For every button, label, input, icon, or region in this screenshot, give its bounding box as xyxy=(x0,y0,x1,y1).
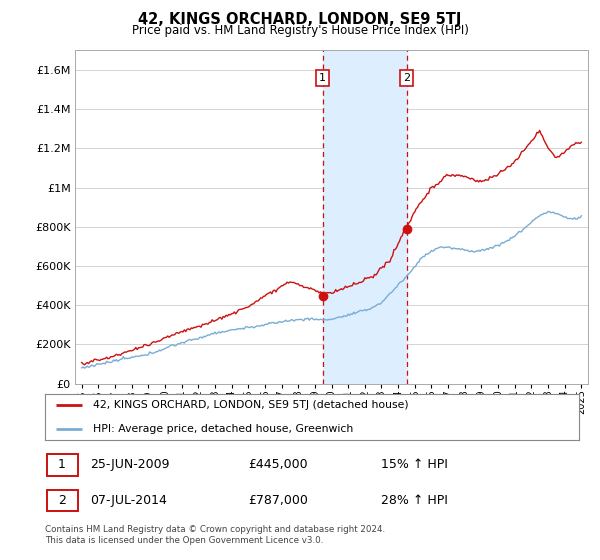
Text: £445,000: £445,000 xyxy=(248,458,308,472)
Text: 1: 1 xyxy=(58,458,66,472)
Text: Price paid vs. HM Land Registry's House Price Index (HPI): Price paid vs. HM Land Registry's House … xyxy=(131,24,469,36)
Text: 07-JUL-2014: 07-JUL-2014 xyxy=(91,494,167,507)
Text: £787,000: £787,000 xyxy=(248,494,308,507)
Text: HPI: Average price, detached house, Greenwich: HPI: Average price, detached house, Gree… xyxy=(93,423,353,433)
Text: 1: 1 xyxy=(319,73,326,83)
Text: Contains HM Land Registry data © Crown copyright and database right 2024.
This d: Contains HM Land Registry data © Crown c… xyxy=(45,525,385,545)
FancyBboxPatch shape xyxy=(47,489,77,511)
Text: 25-JUN-2009: 25-JUN-2009 xyxy=(91,458,170,472)
Bar xyxy=(323,50,407,384)
Text: 15% ↑ HPI: 15% ↑ HPI xyxy=(382,458,448,472)
Text: 2: 2 xyxy=(58,494,66,507)
Text: 28% ↑ HPI: 28% ↑ HPI xyxy=(382,494,448,507)
Text: 2: 2 xyxy=(403,73,410,83)
FancyBboxPatch shape xyxy=(47,454,77,476)
Text: 42, KINGS ORCHARD, LONDON, SE9 5TJ: 42, KINGS ORCHARD, LONDON, SE9 5TJ xyxy=(139,12,461,27)
Text: 42, KINGS ORCHARD, LONDON, SE9 5TJ (detached house): 42, KINGS ORCHARD, LONDON, SE9 5TJ (deta… xyxy=(93,400,409,410)
